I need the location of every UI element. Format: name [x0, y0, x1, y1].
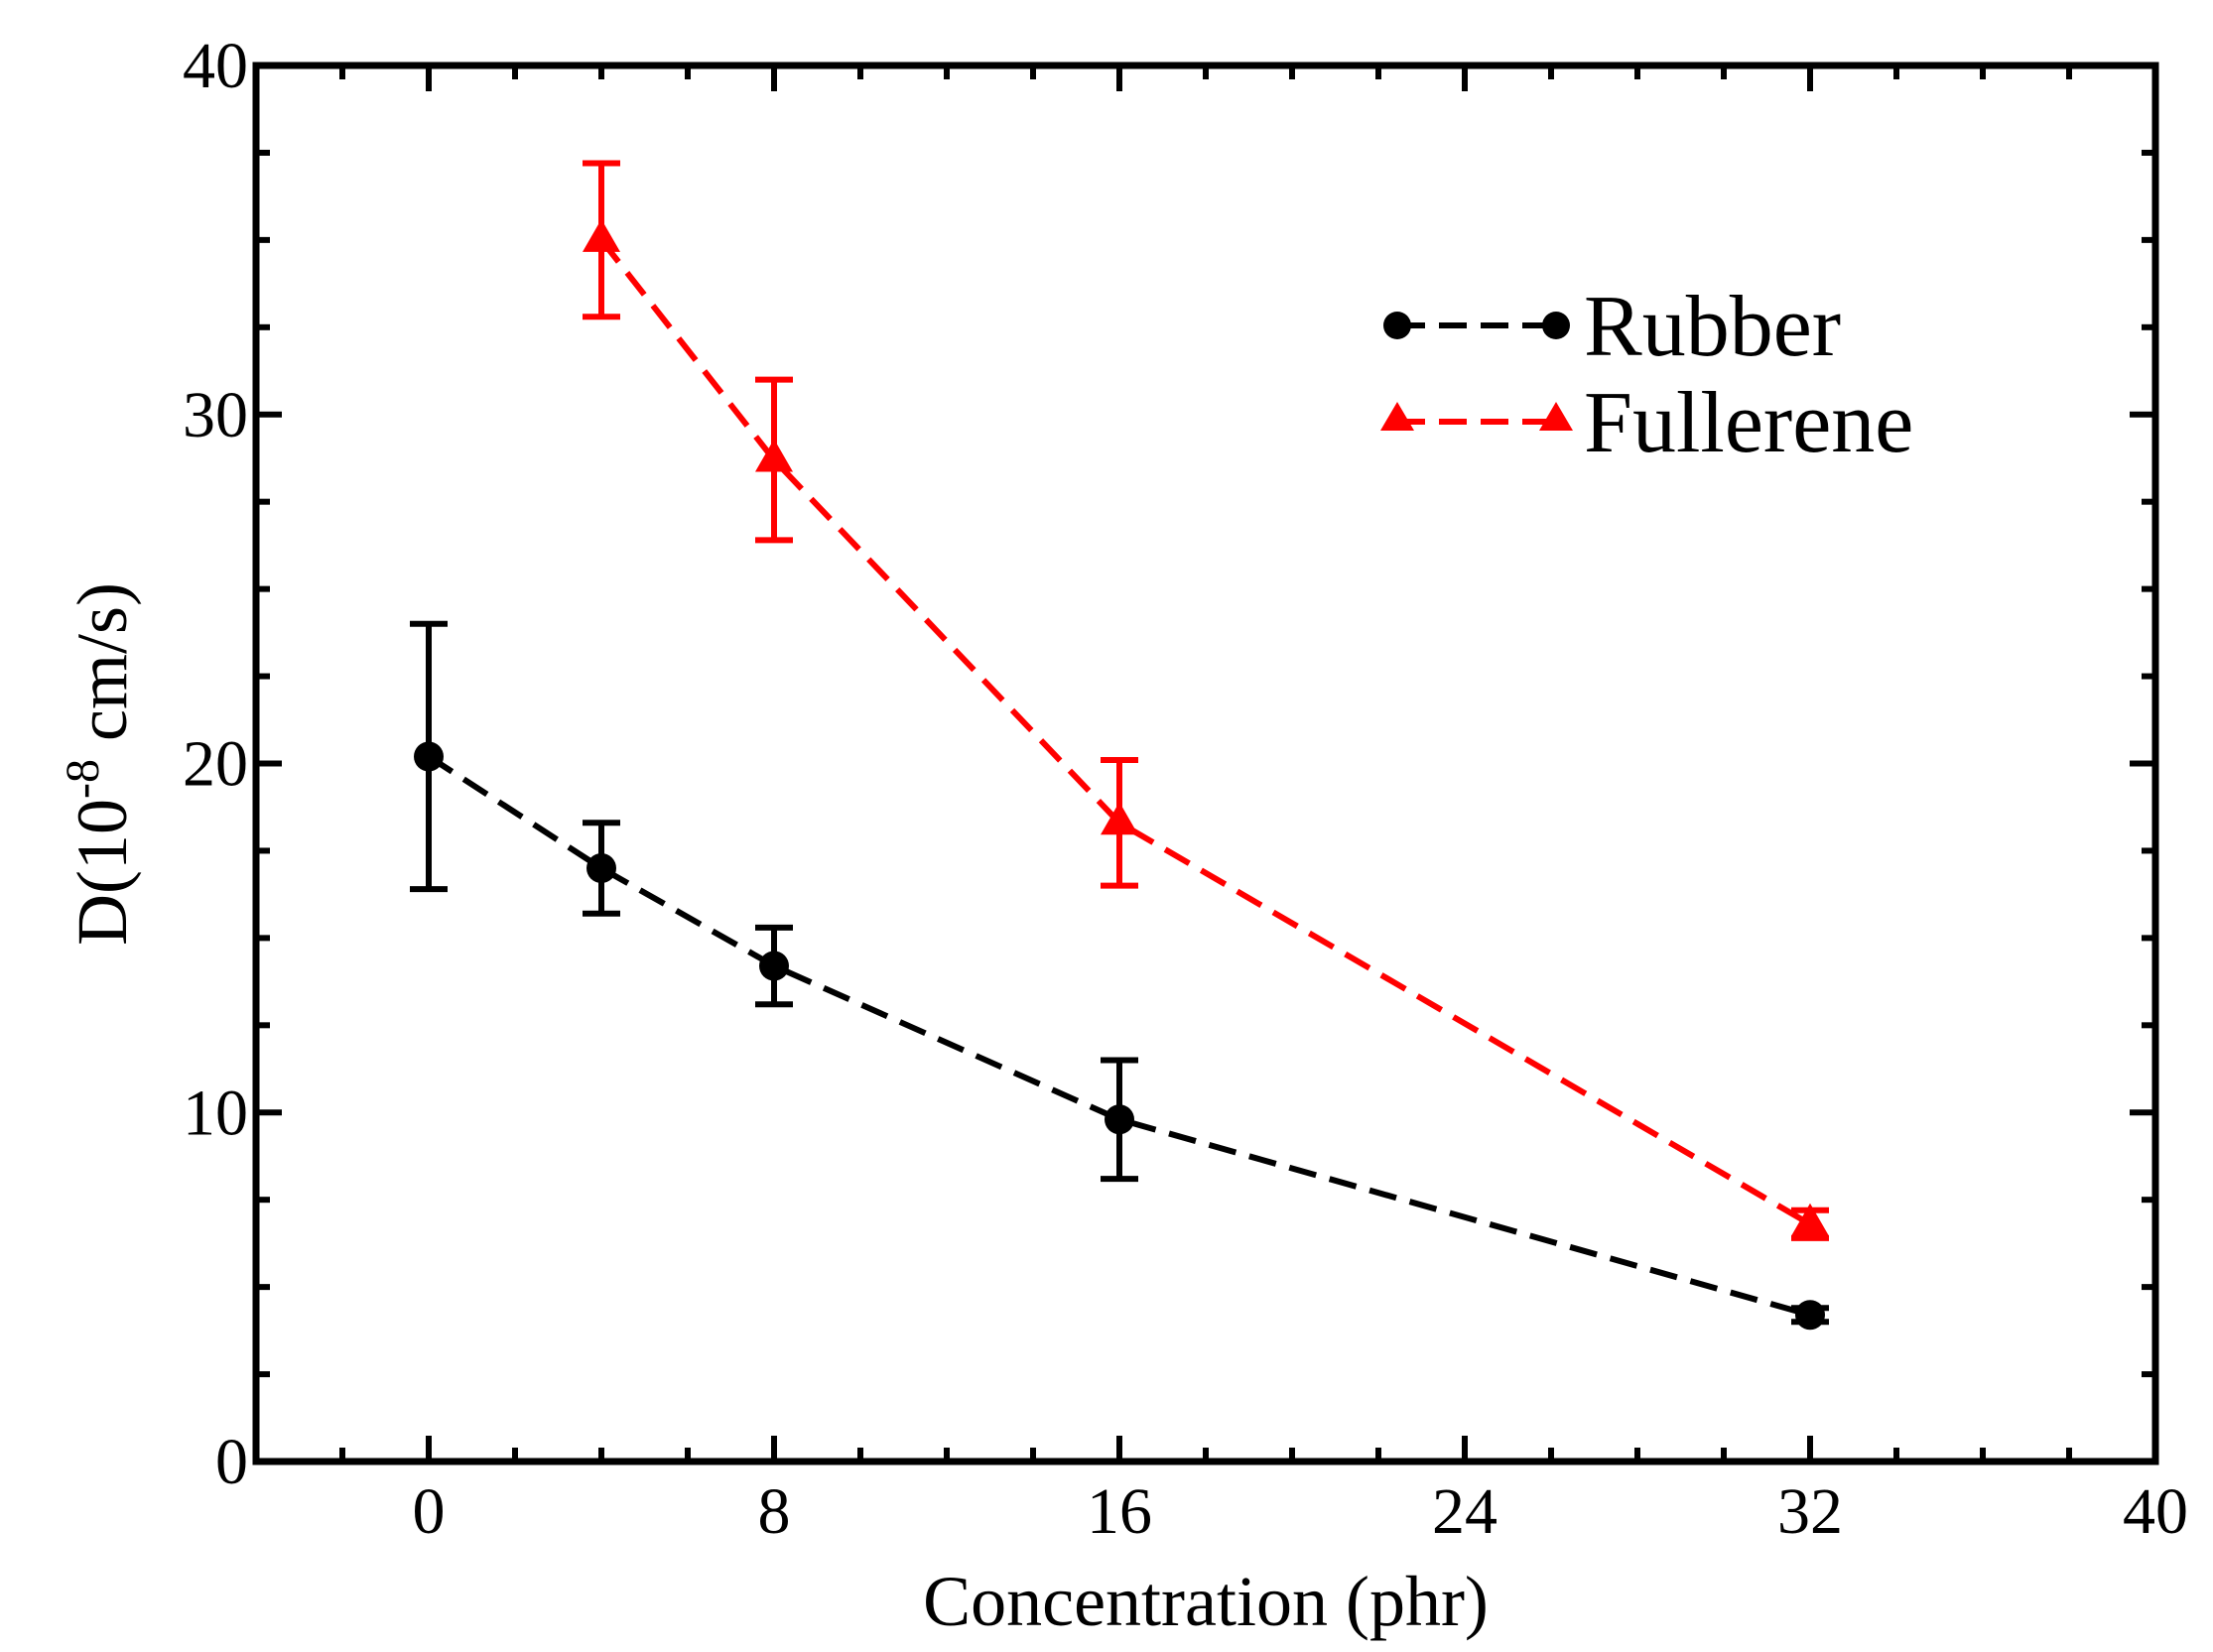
data-point-rubber — [759, 951, 789, 981]
data-point-rubber — [586, 853, 616, 884]
legend-marker-fullerene-start — [1380, 402, 1414, 431]
y-axis-title-suffix: cm/s) — [63, 582, 142, 759]
legend-item-rubber: Rubber — [1383, 279, 1841, 375]
legend-marker-fullerene-end — [1539, 402, 1573, 431]
data-point-rubber — [1105, 1104, 1134, 1135]
legend-marker-rubber-start — [1383, 312, 1411, 339]
data-point-rubber — [414, 741, 444, 772]
legend-marker-rubber-end — [1542, 312, 1570, 339]
x-tick-label: 24 — [1432, 1475, 1497, 1548]
series-layer — [410, 160, 1829, 1331]
x-tick-label: 32 — [1777, 1475, 1843, 1548]
x-tick-label: 16 — [1087, 1475, 1152, 1548]
series-rubber — [410, 620, 1829, 1331]
axis-tick-labels: 0 8 16 24 32 40 0 10 20 30 40 — [183, 30, 2188, 1548]
x-tick-label: 0 — [413, 1475, 446, 1548]
data-point-rubber — [1795, 1300, 1825, 1331]
y-tick-label: 0 — [215, 1426, 248, 1498]
y-tick-label: 30 — [183, 379, 248, 451]
x-tick-label: 8 — [758, 1475, 791, 1548]
series-line-rubber — [427, 753, 1811, 1319]
y-tick-label: 20 — [183, 728, 248, 801]
x-axis-title: Concentration (phr) — [923, 1562, 1489, 1641]
x-tick-label: 40 — [2123, 1475, 2188, 1548]
data-point-fullerene — [755, 439, 793, 472]
y-tick-label: 10 — [183, 1077, 248, 1149]
y-axis-title: D(10-8 cm/s) — [57, 582, 142, 946]
series-fullerene — [583, 160, 1829, 1241]
data-point-fullerene — [1791, 1203, 1829, 1236]
legend-item-fullerene: Fullerene — [1380, 375, 1913, 471]
y-axis-title-prefix: D(10 — [63, 799, 142, 946]
y-axis-title-exponent: -8 — [57, 759, 109, 799]
legend-label-rubber: Rubber — [1584, 279, 1841, 375]
legend-label-fullerene: Fullerene — [1584, 375, 1913, 471]
legend: Rubber Fullerene — [1380, 279, 1913, 471]
data-point-fullerene — [1101, 802, 1138, 835]
data-point-fullerene — [583, 218, 620, 252]
y-tick-label: 40 — [183, 30, 248, 102]
plot-frame — [252, 62, 2159, 1465]
series-line-fullerene — [598, 238, 1812, 1227]
